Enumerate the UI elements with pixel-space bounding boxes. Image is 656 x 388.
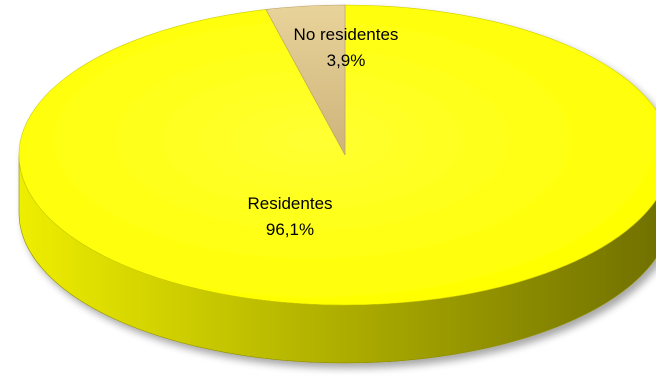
data-label-residentes-value: 96,1% [266,220,314,239]
data-label-no-residentes-value: 3,9% [327,51,366,70]
data-label-no-residentes-name: No residentes [294,25,399,44]
pie-slice-residentes [18,4,656,306]
data-label-residentes-name: Residentes [247,194,332,213]
pie-slice-no-residentes [265,4,346,156]
